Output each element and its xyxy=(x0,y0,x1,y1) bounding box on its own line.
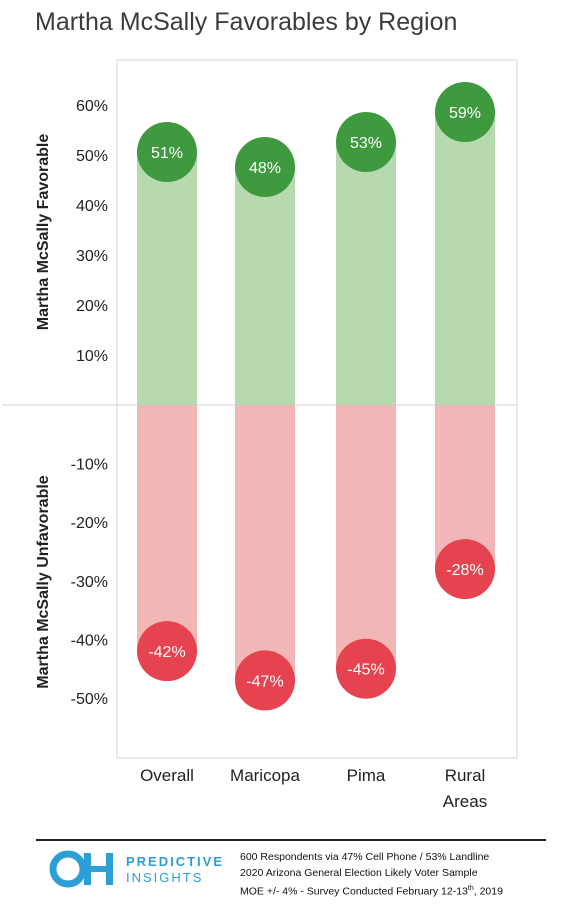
note-moe-text: MOE +/- 4% - Survey Conducted February 1… xyxy=(240,885,468,898)
bubble-favorable xyxy=(137,122,197,182)
data-label-favorable: 59% xyxy=(449,105,481,122)
x-category-label: Overall xyxy=(140,766,194,785)
brand-line2: INSIGHTS xyxy=(126,870,204,885)
note-sample: 2020 Arizona General Election Likely Vot… xyxy=(240,867,478,879)
plot-frame xyxy=(116,59,518,759)
data-label-unfavorable: -28% xyxy=(446,562,483,579)
bar-favorable xyxy=(137,150,197,405)
y-axis-label-unfavorable: Martha McSally Unfavorable xyxy=(35,475,52,689)
chart-title: Martha McSally Favorables by Region xyxy=(35,8,458,36)
bar-chart: 60% 50% 40% 30% 20% 10% -10% -20% -30% -40% -50% Ma… xyxy=(2,59,518,811)
y-tick-label: 40% xyxy=(76,198,108,215)
bar-favorable xyxy=(336,140,396,405)
bar-favorable xyxy=(435,110,495,405)
y-tick-label: 50% xyxy=(76,148,108,165)
bar-unfavorable xyxy=(336,405,396,669)
note-moe-sup: th xyxy=(467,885,474,892)
x-category-label: Pima xyxy=(347,766,386,785)
note-respondents: 600 Respondents via 47% Cell Phone / 53%… xyxy=(240,851,490,863)
y-tick-label: -10% xyxy=(71,457,108,474)
chart-labels: 51% -42% 48% -47% 53% -45% 59% -28% xyxy=(137,82,495,711)
data-label-favorable: 53% xyxy=(350,135,382,152)
bubble-unfavorable xyxy=(137,621,197,682)
bar-unfavorable xyxy=(137,405,197,652)
note-moe: MOE +/- 4% - Survey Conducted February 1… xyxy=(240,881,503,900)
bubble-unfavorable xyxy=(235,650,295,711)
bubble-unfavorable xyxy=(435,539,495,600)
y-tick-label: 60% xyxy=(76,98,108,115)
bar-unfavorable xyxy=(235,405,295,681)
x-category-label: Rural xyxy=(445,766,486,785)
y-tick-label: -30% xyxy=(71,574,108,591)
y-tick-label: 30% xyxy=(76,248,108,265)
y-tick-label: 10% xyxy=(76,348,108,365)
data-label-favorable: 51% xyxy=(151,145,183,162)
x-category-label: Areas xyxy=(443,792,487,811)
x-category-label: Maricopa xyxy=(230,766,300,785)
survey-notes: 600 Respondents via 47% Cell Phone / 53%… xyxy=(240,849,503,900)
note-moe-year: , 2019 xyxy=(473,885,503,898)
y-tick-label: -40% xyxy=(71,632,108,649)
chart-bars xyxy=(137,110,495,681)
data-label-favorable: 48% xyxy=(249,160,281,177)
y-axis-label-favorable: Martha McSally Favorable xyxy=(35,134,52,331)
bubble-favorable xyxy=(336,112,396,172)
y-tick-label: 20% xyxy=(76,298,108,315)
chart-axes: 60% 50% 40% 30% 20% 10% -10% -20% -30% -40% -50% Ma… xyxy=(2,59,518,811)
bubble-favorable xyxy=(435,82,495,142)
data-label-unfavorable: -42% xyxy=(148,644,185,661)
brand-line1: PREDICTIVE xyxy=(126,854,225,869)
oh-logo-icon xyxy=(49,850,113,888)
y-tick-label: -20% xyxy=(71,515,108,532)
bar-favorable xyxy=(235,165,295,405)
data-label-unfavorable: -45% xyxy=(347,662,384,679)
data-label-unfavorable: -47% xyxy=(246,673,283,690)
y-tick-label: -50% xyxy=(71,691,108,708)
bubble-unfavorable xyxy=(336,638,396,699)
bubble-favorable xyxy=(235,137,295,197)
brand-name: PREDICTIVE INSIGHTS xyxy=(126,854,224,886)
footer-divider xyxy=(36,839,546,841)
